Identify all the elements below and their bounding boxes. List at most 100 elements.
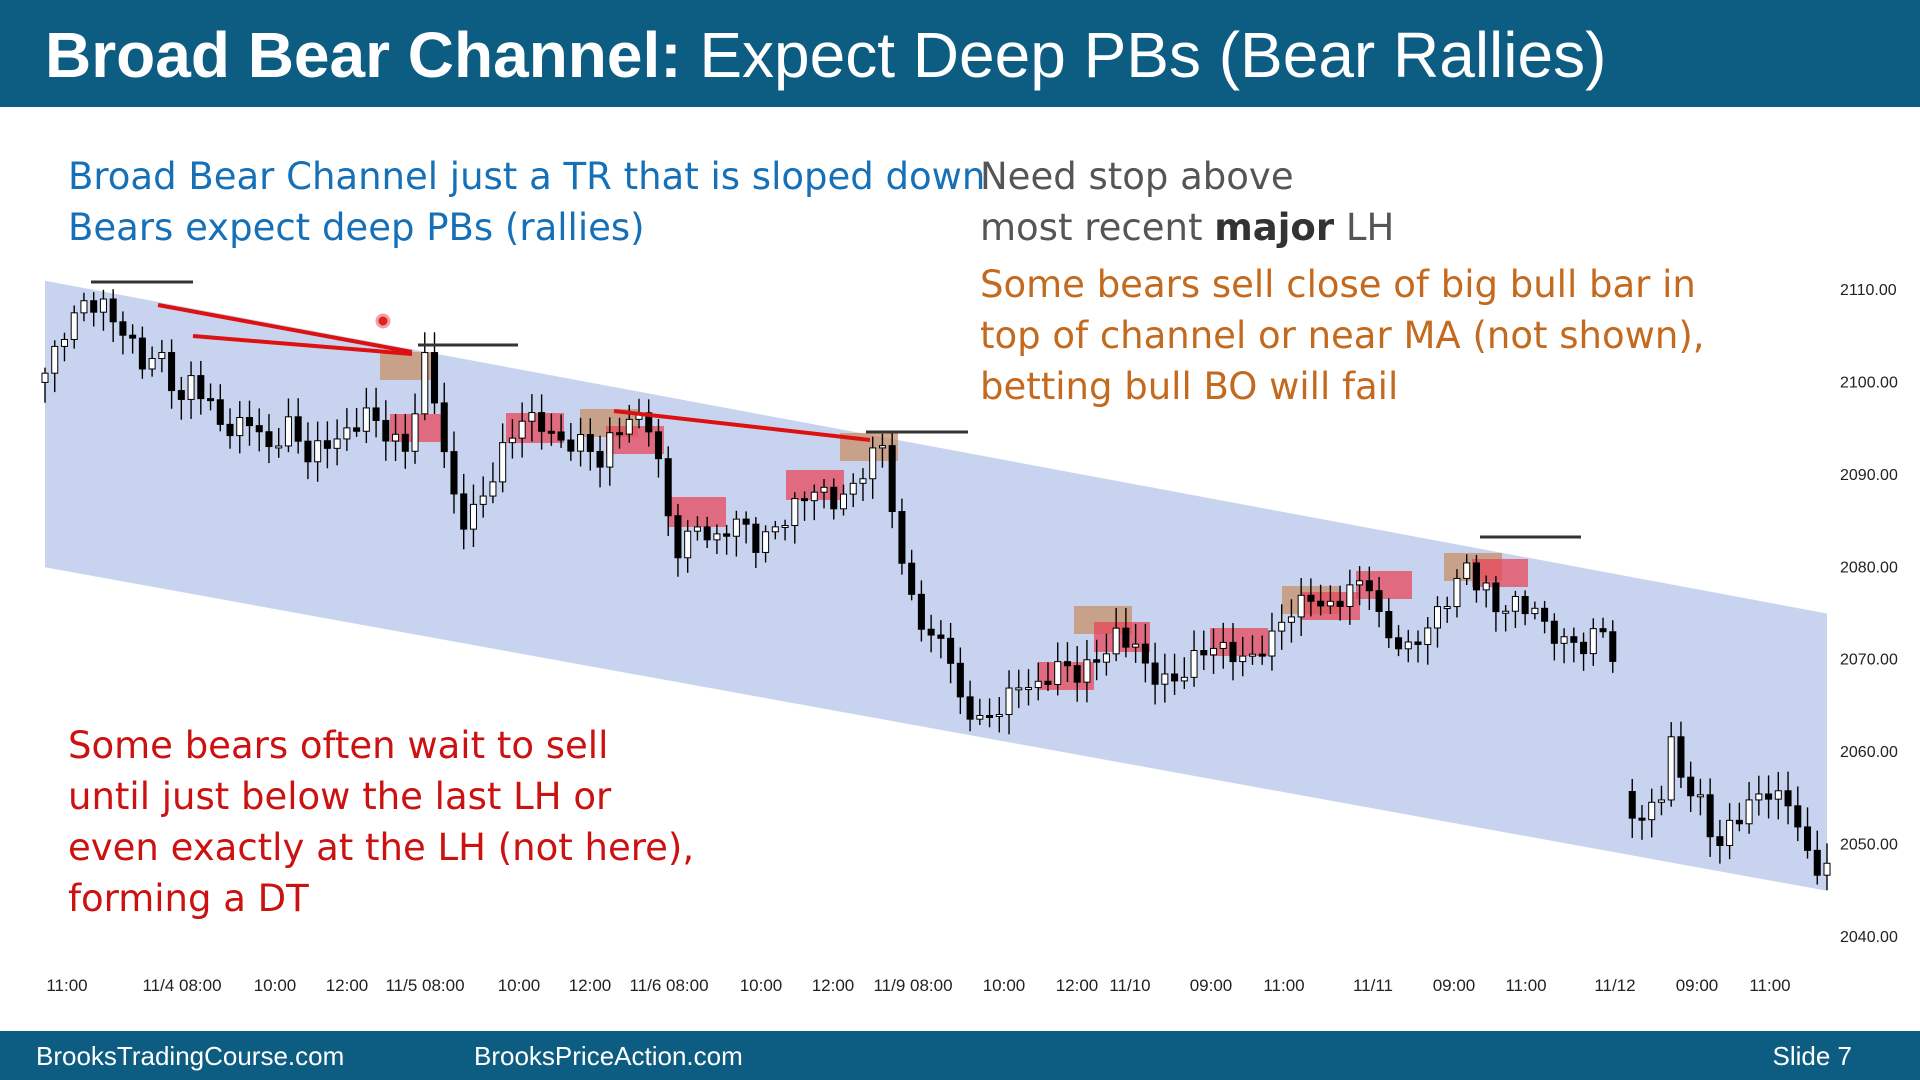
bull-candle [148,358,156,370]
bull-candle [1774,790,1782,800]
bear-candle [168,352,176,392]
footer-mid-link[interactable]: BrooksPriceAction.com [474,1041,743,1071]
bear-candle [888,445,896,513]
x-tick-label: 11/5 08:00 [385,976,464,995]
bull-candle [1034,680,1042,689]
bear-candle [1794,805,1802,828]
bear-candle [255,425,263,433]
bear-candle [596,450,604,468]
bear-candle [1687,776,1695,797]
note-orange-line: Some bears sell close of big bull bar in [980,263,1696,306]
bull-candle [362,407,370,432]
bear-candle [265,431,273,448]
bull-candle [333,438,341,449]
bull-candle [1667,736,1675,801]
bear-candle [654,431,662,460]
bull-candle [479,495,487,505]
bear-candle [1638,817,1646,821]
bull-candle [1657,799,1665,803]
bear-candle [674,515,682,559]
bear-candle [1609,631,1617,662]
bear-candle [1570,636,1578,643]
bear-candle [557,431,565,441]
bull-candle [1696,794,1704,798]
bull-candle [1083,659,1091,683]
bear-candle [1395,637,1403,650]
bull-candle [771,526,779,533]
x-tick-label: 09:00 [1676,976,1719,995]
note-orange: Some bears sell close of big bull bar in… [980,259,1705,412]
sell-zone-box [380,352,438,380]
bear-candle [723,533,731,537]
x-tick-label: 12:00 [1056,976,1099,995]
lower-high-trendline [613,409,871,442]
note-gray-bold: major [1214,206,1335,249]
bear-candle [645,412,653,433]
bull-candle [878,445,886,449]
bear-candle [1414,641,1422,645]
bull-candle [1482,582,1490,591]
x-tick-label: 11/6 08:00 [629,976,708,995]
footer-left-link[interactable]: BrooksTradingCourse.com [36,1041,345,1071]
bear-candle [226,423,234,437]
x-tick-label: 09:00 [1433,976,1476,995]
bull-candle [693,526,701,532]
bear-candle [1677,736,1685,778]
bear-candle [1472,562,1480,591]
bear-candle [216,399,224,425]
bull-candle [392,433,400,442]
bear-candle [567,439,575,452]
note-red-line: even exactly at the LH (not here), [68,826,695,869]
bear-candle [1375,590,1383,613]
bull-candle [1180,676,1188,682]
bull-candle [1268,630,1276,657]
note-gray-line: Need stop above [980,155,1294,198]
x-tick-label: 11/10 [1109,976,1150,995]
note-red-line: Some bears often wait to sell [68,724,609,767]
bear-candle [245,417,254,427]
bull-candle [80,300,88,314]
bear-candle [460,493,468,530]
bull-candle [1589,628,1597,655]
candle-layer [41,289,1831,891]
x-tick-label: 11/9 08:00 [873,976,952,995]
bull-candle [1560,636,1568,644]
note-red-line: forming a DT [68,877,309,920]
y-tick-label: 2050.00 [1840,837,1898,854]
bear-candle [1492,582,1500,613]
note-blue-line: Bears expect deep PBs (rallies) [68,206,645,249]
bear-candle [1307,594,1315,602]
bear-candle [294,416,302,442]
footer-bar: BrooksTradingCourse.com BrooksPriceActio… [0,1031,1920,1080]
bear-candle [450,451,458,495]
y-tick-label: 2110.00 [1840,282,1897,299]
bear-candle [90,300,98,313]
y-tick-label: 2060.00 [1840,744,1898,761]
bear-candle [801,498,809,502]
bear-candle [304,440,312,463]
bear-candle [927,628,935,636]
bull-candle [625,418,633,435]
bull-candle [1005,687,1013,715]
bear-candle [138,337,146,370]
bull-candle [1239,655,1247,663]
bull-candle [1745,799,1753,825]
bull-candle [869,447,877,480]
bear-candle [1063,661,1071,667]
slide-number: Slide 7 [1772,1041,1853,1071]
x-tick-label: 10:00 [498,976,541,995]
bear-candle [937,634,945,639]
bear-candle [1171,673,1179,682]
bear-candle [109,298,117,323]
bear-candle [586,434,594,452]
bull-candle [791,498,799,527]
title-rest: Expect Deep PBs (Bear Rallies) [681,19,1607,91]
bull-candle [411,413,419,452]
bear-signal-box [1472,559,1528,587]
lower-high-trendline [157,303,413,354]
bear-signal-box [1094,622,1150,652]
bull-candle [1278,621,1286,632]
bear-candle [1093,659,1101,663]
bull-candle [577,434,585,452]
bear-candle [1550,620,1558,644]
